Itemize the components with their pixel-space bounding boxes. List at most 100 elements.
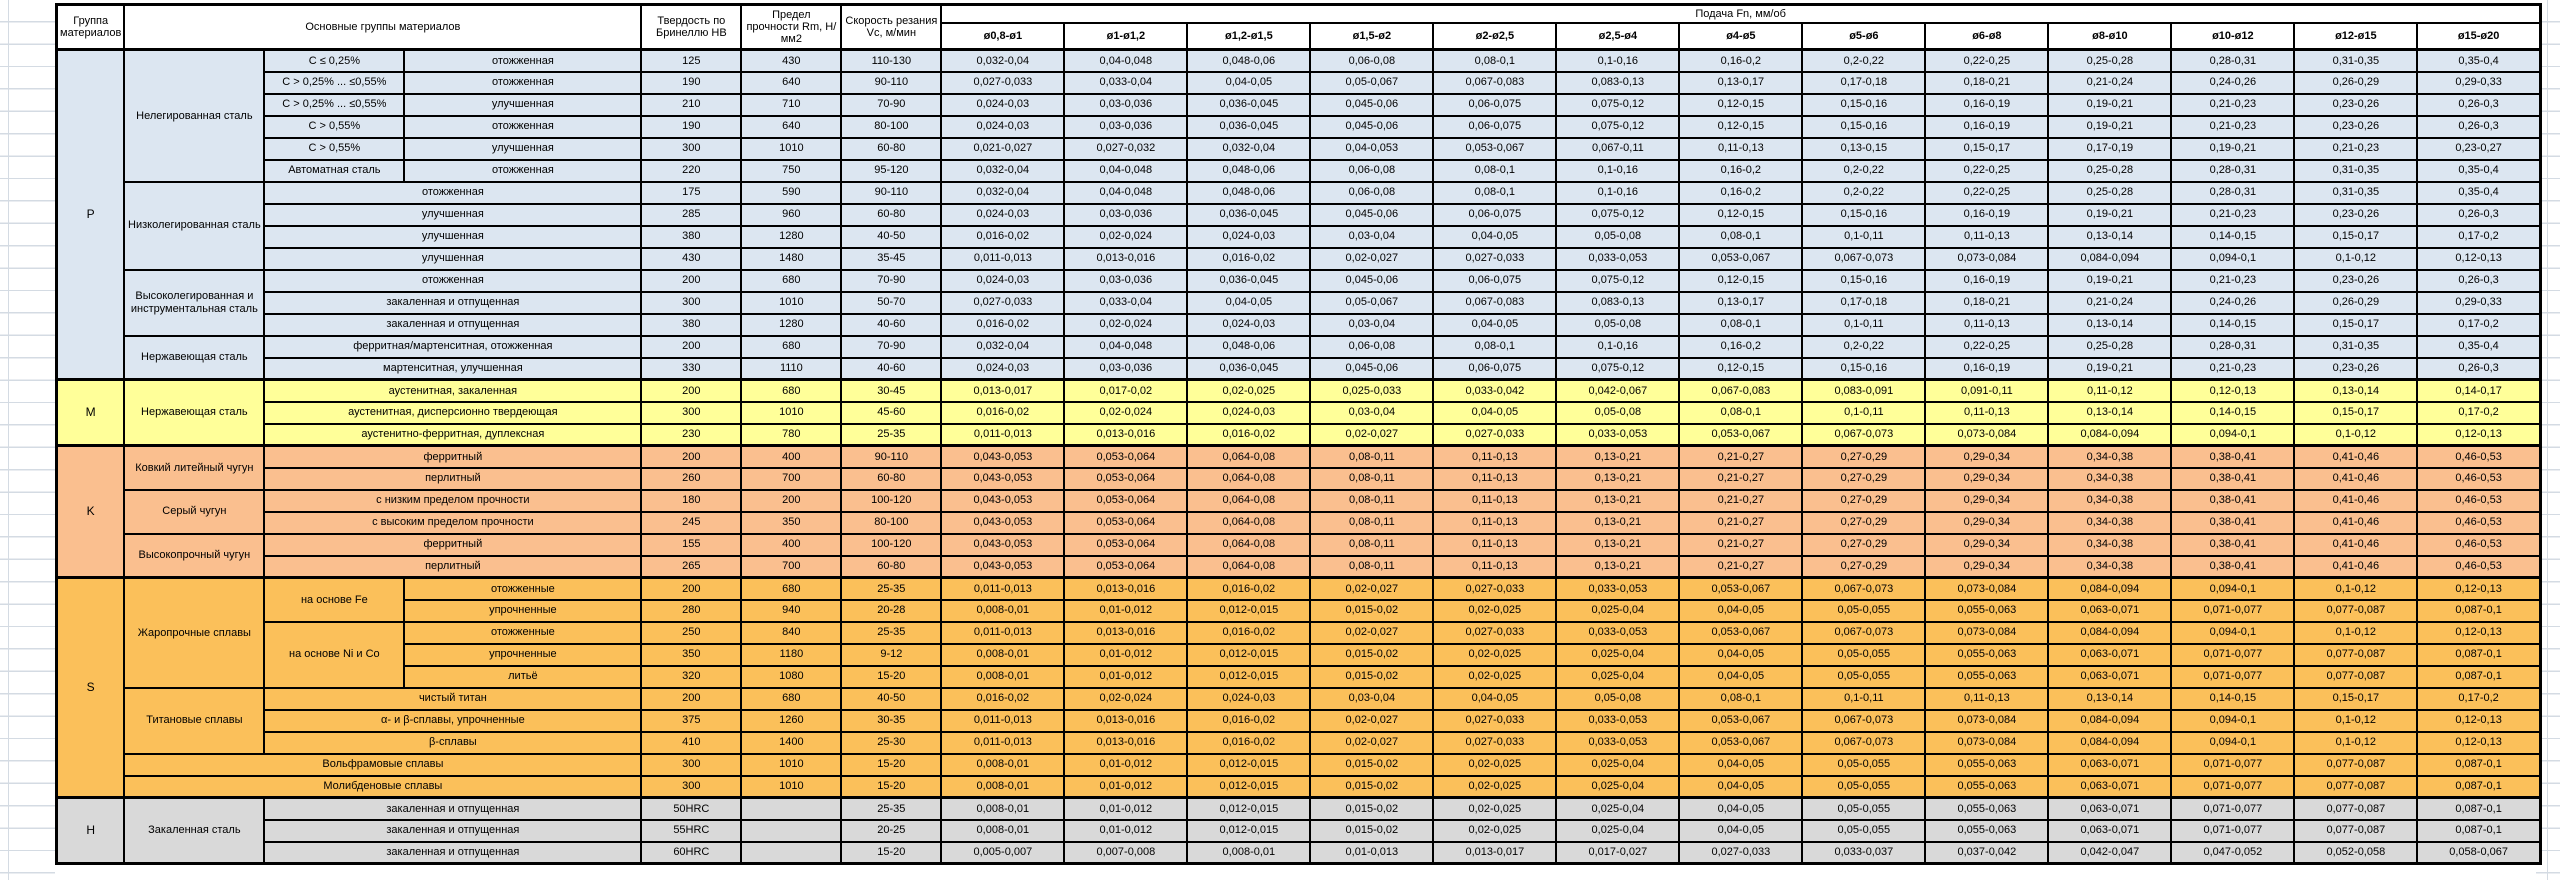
cell-material-label[interactable]: перлитный bbox=[263, 554, 643, 579]
cell-feed-value[interactable]: 0,03-0,04 bbox=[1309, 312, 1435, 337]
cell-group-code[interactable]: M bbox=[55, 378, 126, 447]
cell-material-label[interactable]: упрочненные bbox=[403, 598, 643, 623]
cell-feed-value[interactable]: 0,01-0,012 bbox=[1063, 752, 1189, 777]
cell-feed-value[interactable]: 0,063-0,071 bbox=[2047, 752, 2173, 777]
cell-speed[interactable]: 70-90 bbox=[840, 92, 943, 117]
cell-feed-value[interactable]: 0,053-0,067 bbox=[1432, 136, 1558, 161]
cell-feed-value[interactable]: 0,071-0,077 bbox=[2170, 774, 2296, 799]
cell-feed-value[interactable]: 0,008-0,01 bbox=[1186, 840, 1312, 865]
cell-feed-value[interactable]: 0,11-0,13 bbox=[1924, 224, 2050, 249]
cell-feed-value[interactable]: 0,17-0,18 bbox=[1801, 290, 1927, 315]
cell-feed-value[interactable]: 0,077-0,087 bbox=[2293, 752, 2419, 777]
cell-feed-value[interactable]: 0,036-0,045 bbox=[1186, 356, 1312, 381]
cell-feed-value[interactable]: 0,055-0,063 bbox=[1924, 642, 2050, 667]
cell-feed-value[interactable]: 0,1-0,12 bbox=[2293, 620, 2419, 645]
cell-feed-value[interactable]: 0,073-0,084 bbox=[1924, 620, 2050, 645]
cell-feed-value[interactable]: 0,013-0,016 bbox=[1063, 620, 1189, 645]
cell-feed-value[interactable]: 0,46-0,53 bbox=[2416, 488, 2542, 513]
cell-speed[interactable]: 15-20 bbox=[840, 840, 943, 865]
cell-feed-value[interactable]: 0,27-0,29 bbox=[1801, 554, 1927, 579]
cell-feed-value[interactable]: 0,043-0,053 bbox=[940, 444, 1066, 469]
cell-feed-value[interactable]: 0,23-0,26 bbox=[2293, 356, 2419, 381]
cell-feed-value[interactable]: 0,01-0,012 bbox=[1063, 796, 1189, 821]
cell-feed-value[interactable]: 0,043-0,053 bbox=[940, 532, 1066, 557]
cell-feed-value[interactable]: 0,04-0,048 bbox=[1063, 334, 1189, 359]
cell-feed-value[interactable]: 0,087-0,1 bbox=[2416, 774, 2542, 799]
cell-speed[interactable]: 80-100 bbox=[840, 510, 943, 535]
cell-feed-value[interactable]: 0,011-0,013 bbox=[940, 730, 1066, 755]
cell-feed-value[interactable]: 0,21-0,23 bbox=[2170, 92, 2296, 117]
cell-feed-value[interactable]: 0,05-0,055 bbox=[1801, 752, 1927, 777]
header-feed-diameter[interactable]: ø1-ø1,2 bbox=[1063, 21, 1189, 51]
cell-feed-value[interactable]: 0,053-0,064 bbox=[1063, 554, 1189, 579]
cell-feed-value[interactable]: 0,08-0,11 bbox=[1309, 466, 1435, 491]
cell-feed-value[interactable]: 0,02-0,027 bbox=[1309, 576, 1435, 601]
cell-feed-value[interactable]: 0,012-0,015 bbox=[1186, 664, 1312, 689]
header-strength-col[interactable]: Предел прочности Rm, Н/мм2 bbox=[740, 3, 843, 51]
cell-feed-value[interactable]: 0,15-0,17 bbox=[2293, 400, 2419, 425]
cell-feed-value[interactable]: 0,13-0,21 bbox=[1555, 488, 1681, 513]
cell-speed[interactable]: 30-45 bbox=[840, 378, 943, 403]
cell-hardness[interactable]: 300 bbox=[640, 774, 743, 799]
cell-feed-value[interactable]: 0,025-0,04 bbox=[1555, 796, 1681, 821]
cell-feed-value[interactable]: 0,016-0,02 bbox=[1186, 620, 1312, 645]
cell-feed-value[interactable]: 0,02-0,024 bbox=[1063, 400, 1189, 425]
cell-speed[interactable]: 40-50 bbox=[840, 224, 943, 249]
cell-group-code[interactable]: K bbox=[55, 444, 126, 579]
cell-feed-value[interactable]: 0,064-0,08 bbox=[1186, 532, 1312, 557]
cell-material-label[interactable]: отожженная bbox=[403, 114, 643, 139]
cell-material-label[interactable]: улучшенная bbox=[403, 136, 643, 161]
cell-feed-value[interactable]: 0,08-0,1 bbox=[1432, 158, 1558, 183]
cell-feed-value[interactable]: 0,11-0,13 bbox=[1924, 686, 2050, 711]
cell-feed-value[interactable]: 0,46-0,53 bbox=[2416, 466, 2542, 491]
cell-speed[interactable]: 40-60 bbox=[840, 356, 943, 381]
cell-feed-value[interactable]: 0,15-0,16 bbox=[1801, 202, 1927, 227]
cell-feed-value[interactable]: 0,12-0,13 bbox=[2416, 246, 2542, 271]
cell-feed-value[interactable]: 0,02-0,024 bbox=[1063, 312, 1189, 337]
cell-feed-value[interactable]: 0,015-0,02 bbox=[1309, 774, 1435, 799]
cell-feed-value[interactable]: 0,13-0,21 bbox=[1555, 466, 1681, 491]
cell-hardness[interactable]: 250 bbox=[640, 620, 743, 645]
cell-feed-value[interactable]: 0,053-0,064 bbox=[1063, 532, 1189, 557]
cell-feed-value[interactable]: 0,03-0,04 bbox=[1309, 224, 1435, 249]
cell-feed-value[interactable]: 0,077-0,087 bbox=[2293, 642, 2419, 667]
cell-feed-value[interactable]: 0,075-0,12 bbox=[1555, 268, 1681, 293]
cell-feed-value[interactable]: 0,04-0,05 bbox=[1432, 312, 1558, 337]
cell-feed-value[interactable]: 0,11-0,13 bbox=[1432, 488, 1558, 513]
cell-feed-value[interactable]: 0,27-0,29 bbox=[1801, 466, 1927, 491]
cell-speed[interactable]: 60-80 bbox=[840, 466, 943, 491]
cell-material-label[interactable]: с низким пределом прочности bbox=[263, 488, 643, 513]
cell-feed-value[interactable]: 0,12-0,13 bbox=[2416, 620, 2542, 645]
cell-feed-value[interactable]: 0,05-0,08 bbox=[1555, 686, 1681, 711]
cell-feed-value[interactable]: 0,26-0,29 bbox=[2293, 70, 2419, 95]
cell-hardness[interactable]: 200 bbox=[640, 268, 743, 293]
cell-feed-value[interactable]: 0,011-0,013 bbox=[940, 422, 1066, 447]
cell-feed-value[interactable]: 0,21-0,27 bbox=[1678, 554, 1804, 579]
cell-feed-value[interactable]: 0,21-0,27 bbox=[1678, 488, 1804, 513]
cell-feed-value[interactable]: 0,03-0,036 bbox=[1063, 268, 1189, 293]
cell-feed-value[interactable]: 0,08-0,1 bbox=[1678, 312, 1804, 337]
cell-hardness[interactable]: 220 bbox=[640, 158, 743, 183]
cell-strength[interactable] bbox=[740, 796, 843, 821]
cell-feed-value[interactable]: 0,02-0,025 bbox=[1432, 664, 1558, 689]
cell-feed-value[interactable]: 0,067-0,083 bbox=[1432, 70, 1558, 95]
cell-speed[interactable]: 9-12 bbox=[840, 642, 943, 667]
cell-material-label[interactable]: литьё bbox=[403, 664, 643, 689]
cell-speed[interactable]: 45-60 bbox=[840, 400, 943, 425]
cell-feed-value[interactable]: 0,14-0,15 bbox=[2170, 224, 2296, 249]
cell-feed-value[interactable]: 0,02-0,025 bbox=[1432, 752, 1558, 777]
cell-feed-value[interactable]: 0,12-0,13 bbox=[2416, 576, 2542, 601]
cell-hardness[interactable]: 300 bbox=[640, 752, 743, 777]
cell-feed-value[interactable]: 0,34-0,38 bbox=[2047, 466, 2173, 491]
cell-feed-value[interactable]: 0,08-0,1 bbox=[1432, 48, 1558, 73]
cell-feed-value[interactable]: 0,13-0,17 bbox=[1678, 290, 1804, 315]
cell-feed-value[interactable]: 0,12-0,15 bbox=[1678, 202, 1804, 227]
cell-material-label[interactable]: Высоколегированная и инструментальная ст… bbox=[123, 268, 266, 337]
cell-feed-value[interactable]: 0,01-0,013 bbox=[1309, 840, 1435, 865]
cell-feed-value[interactable]: 0,38-0,41 bbox=[2170, 444, 2296, 469]
cell-feed-value[interactable]: 0,24-0,26 bbox=[2170, 290, 2296, 315]
cell-feed-value[interactable]: 0,016-0,02 bbox=[940, 400, 1066, 425]
cell-hardness[interactable]: 175 bbox=[640, 180, 743, 205]
cell-feed-value[interactable]: 0,11-0,12 bbox=[2047, 378, 2173, 403]
cell-feed-value[interactable]: 0,28-0,31 bbox=[2170, 334, 2296, 359]
